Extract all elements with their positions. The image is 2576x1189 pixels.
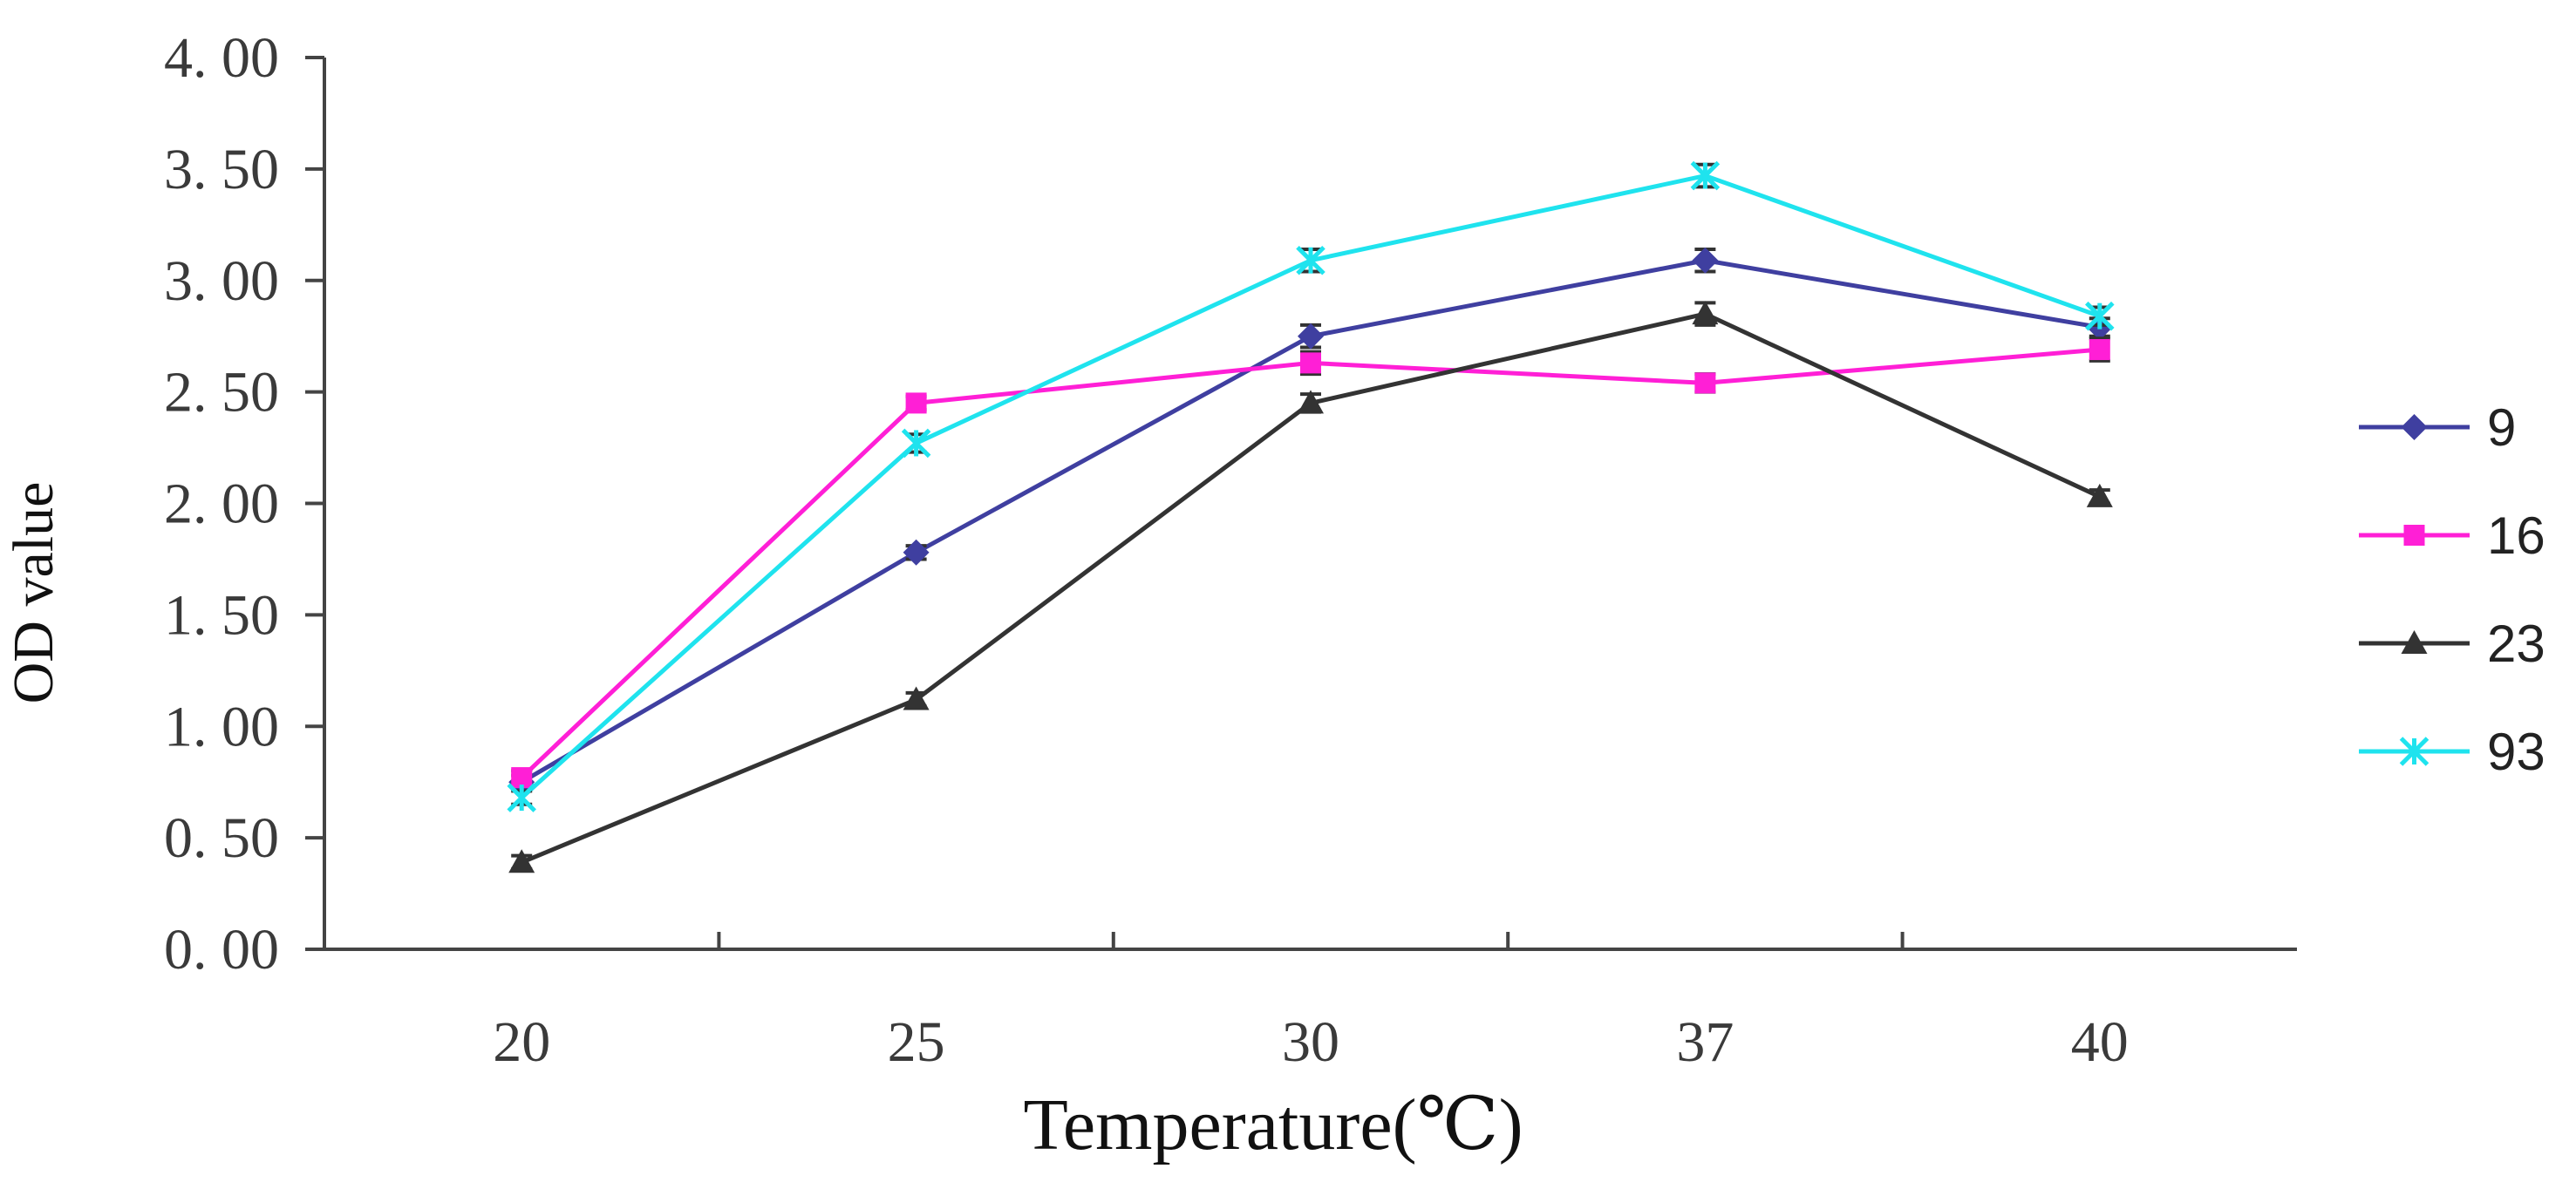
legend-label: 9 bbox=[2487, 398, 2516, 457]
legend-item-23: 23 bbox=[2359, 615, 2545, 673]
x-tick-label: 30 bbox=[1282, 1010, 1339, 1074]
legend-label: 23 bbox=[2487, 615, 2545, 673]
data-point bbox=[508, 849, 535, 873]
data-point bbox=[1298, 323, 1324, 350]
legend-marker bbox=[2401, 414, 2428, 440]
y-tick-label: 0. 00 bbox=[164, 918, 279, 982]
x-tick-label: 37 bbox=[1676, 1010, 1734, 1074]
data-point bbox=[2089, 339, 2110, 361]
data-point bbox=[903, 539, 930, 566]
chart-axes: 0. 00 0. 50 1. 00 1. 50 2. 00 2. 50 3. 00 3. 50… bbox=[164, 26, 2297, 1074]
y-tick-label: 3. 00 bbox=[164, 249, 279, 313]
x-tick-label: 20 bbox=[493, 1010, 550, 1074]
y-tick-label: 2. 00 bbox=[164, 472, 279, 536]
data-point bbox=[1690, 160, 1721, 191]
data-point bbox=[1694, 372, 1716, 394]
legend-marker bbox=[2403, 525, 2425, 546]
y-tick-label: 3. 50 bbox=[164, 138, 279, 201]
series-23 bbox=[508, 301, 2113, 873]
x-tick-label: 25 bbox=[888, 1010, 945, 1074]
series-93 bbox=[507, 160, 2115, 812]
series-9 bbox=[508, 247, 2113, 796]
data-point bbox=[905, 392, 927, 414]
y-tick-label: 1. 00 bbox=[164, 695, 279, 758]
series-line bbox=[520, 347, 2101, 779]
y-tick-label: 2. 50 bbox=[164, 361, 279, 425]
data-point bbox=[901, 428, 931, 459]
data-point bbox=[1692, 247, 1719, 274]
data-point bbox=[903, 686, 930, 710]
legend-marker bbox=[2399, 737, 2429, 766]
y-axis-title: OD value bbox=[2, 482, 65, 704]
legend-item-16: 16 bbox=[2359, 506, 2545, 565]
chart-legend: 9 16 23 93 bbox=[2359, 398, 2545, 781]
data-point bbox=[507, 783, 536, 812]
data-point bbox=[2085, 301, 2115, 331]
data-point bbox=[1692, 301, 1719, 325]
data-point bbox=[2086, 483, 2113, 507]
data-point bbox=[1300, 352, 1321, 374]
series-16 bbox=[511, 336, 2110, 789]
chart-series bbox=[507, 160, 2115, 873]
legend-item-93: 93 bbox=[2359, 723, 2545, 781]
data-point bbox=[1296, 245, 1325, 275]
x-tick-label: 40 bbox=[2071, 1010, 2129, 1074]
data-point bbox=[511, 767, 533, 789]
legend-label: 16 bbox=[2487, 506, 2545, 565]
data-point bbox=[1298, 390, 1324, 414]
x-axis-title: Temperature(℃) bbox=[1023, 1084, 1523, 1165]
legend-marker bbox=[2401, 630, 2428, 654]
y-tick-label: 1. 50 bbox=[164, 583, 279, 647]
y-tick-label: 4. 00 bbox=[164, 26, 279, 90]
y-tick-label: 0. 50 bbox=[164, 806, 279, 870]
legend-item-9: 9 bbox=[2359, 398, 2516, 457]
legend-label: 93 bbox=[2487, 723, 2545, 781]
